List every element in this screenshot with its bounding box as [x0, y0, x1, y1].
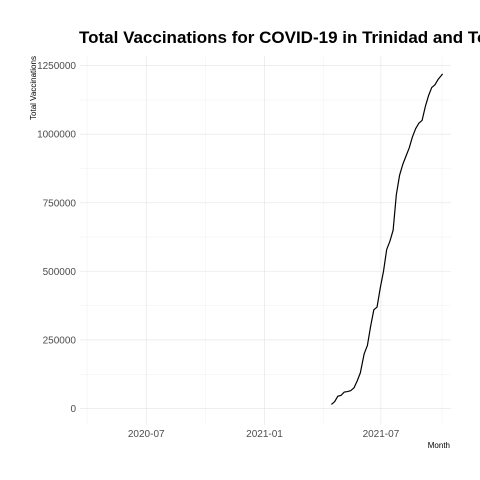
- series-line: [331, 73, 444, 405]
- grid: [80, 56, 451, 425]
- x-tick-label: 2021-07: [363, 429, 400, 440]
- x-tick-label: 2020-07: [128, 429, 165, 440]
- y-tick-label: 0: [70, 404, 76, 415]
- y-tick-label: 500000: [43, 267, 77, 278]
- y-tick-label: 750000: [43, 198, 77, 209]
- y-tick-label: 250000: [43, 335, 77, 346]
- y-tick-labels: 0 250000 500000 750000 1000000 1250000: [37, 61, 76, 415]
- x-tick-label: 2021-01: [246, 429, 283, 440]
- y-axis-label: Total Vaccinations: [29, 56, 38, 120]
- y-tick-label: 1250000: [37, 61, 76, 72]
- x-tick-labels: 2020-07 2021-01 2021-07: [128, 429, 400, 440]
- x-axis-label: Month: [428, 441, 450, 450]
- y-tick-label: 1000000: [37, 130, 76, 141]
- chart-title: Total Vaccinations for COVID-19 in Trini…: [79, 28, 480, 47]
